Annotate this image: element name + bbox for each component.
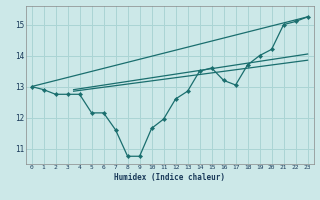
X-axis label: Humidex (Indice chaleur): Humidex (Indice chaleur)	[114, 173, 225, 182]
